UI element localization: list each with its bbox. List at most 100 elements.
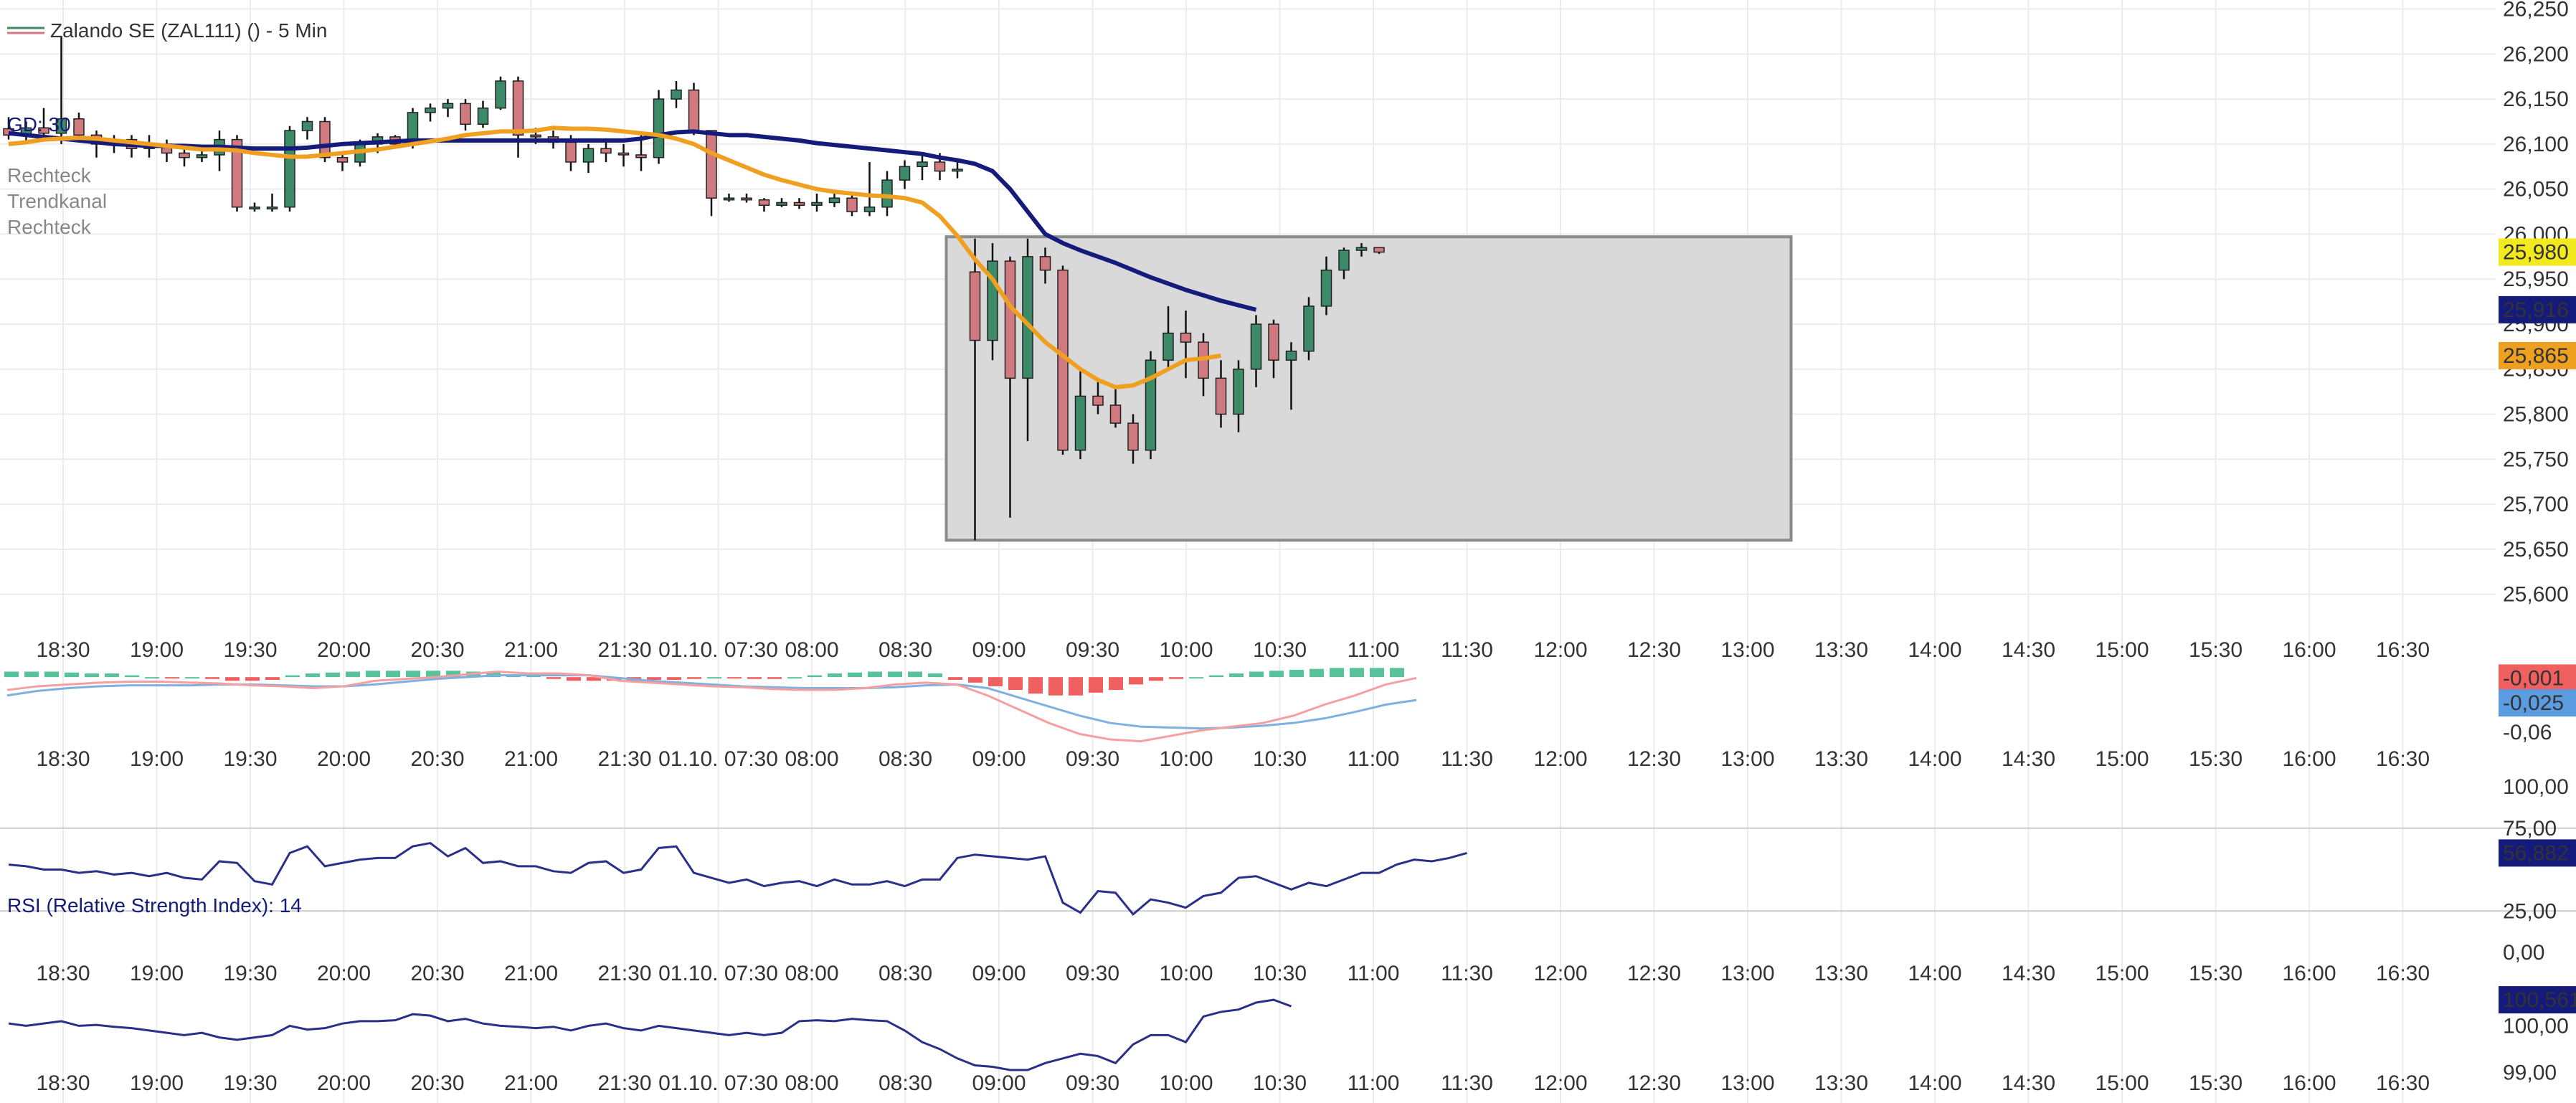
macd-bar	[1370, 668, 1384, 678]
macd-bar	[1149, 677, 1163, 681]
candle	[582, 143, 595, 174]
macd-bar	[285, 675, 300, 678]
candle-body	[1039, 256, 1051, 271]
ma-gd30-line	[8, 129, 1257, 312]
x-tick-label: 13:30	[1814, 1071, 1868, 1095]
x-tick-label: 19:30	[223, 1071, 277, 1095]
x-tick-label: 18:30	[36, 638, 90, 662]
rsi-label[interactable]: RSI (Relative Strength Index): 14	[7, 894, 302, 917]
candle-body	[1074, 395, 1086, 451]
indicator-rechteck-2[interactable]: Rechteck	[7, 216, 92, 238]
indicator-trendkanal[interactable]: Trendkanal	[7, 190, 107, 212]
rsi-y-tick: 75,00	[2503, 817, 2557, 841]
macd-bar	[165, 677, 179, 679]
candle-body	[477, 107, 489, 126]
x-tick-label: 10:30	[1253, 1071, 1307, 1095]
price-panel[interactable]	[3, 36, 1793, 542]
indicator-gd[interactable]: GD: 30	[7, 113, 71, 136]
x-tick-label: 01.10. 07:30	[658, 747, 778, 771]
signal-badge-text: -0,025	[2503, 691, 2564, 715]
candle-body	[179, 152, 190, 158]
price-badge-text: 25,916	[2503, 298, 2569, 322]
candle-body	[1180, 332, 1192, 343]
macd-bar	[85, 673, 99, 678]
macd-bar	[65, 672, 79, 678]
signal-badge: -0,025	[2499, 689, 2576, 717]
macd-bar	[948, 677, 962, 680]
x-tick-label: 19:00	[130, 638, 184, 662]
x-tick-label: 09:30	[1066, 962, 1119, 985]
macd-bar	[787, 677, 802, 679]
candle	[1215, 360, 1227, 428]
candle-body	[758, 199, 770, 206]
candle	[266, 193, 278, 212]
x-tick-label: 08:00	[785, 962, 838, 985]
candle	[741, 193, 752, 203]
candle-body	[863, 207, 876, 212]
x-tick-label: 13:30	[1814, 747, 1868, 771]
momentum-panel[interactable]	[8, 998, 1292, 1071]
candle	[1303, 297, 1315, 361]
macd-bar	[848, 672, 862, 678]
candle-body	[512, 80, 524, 136]
x-tick-label: 20:00	[317, 638, 371, 662]
x-tick-label: 15:00	[2095, 1071, 2149, 1095]
candle	[1162, 306, 1174, 369]
candle	[828, 193, 840, 207]
x-tick-label: 16:30	[2376, 1071, 2430, 1095]
macd-bar	[306, 673, 320, 678]
x-tick-label: 09:30	[1066, 747, 1119, 771]
candle-body	[301, 120, 313, 131]
indicator-rechteck-1[interactable]: Rechteck	[7, 164, 92, 186]
x-tick-label: 13:30	[1814, 962, 1868, 985]
macd-bar	[1229, 673, 1244, 678]
macd-bar	[1109, 677, 1123, 691]
macd-bar	[1028, 677, 1043, 694]
x-tick-label: 21:30	[597, 638, 651, 662]
candle	[460, 99, 471, 131]
price-badge-bg	[2499, 238, 2576, 266]
rsi-y-tick: 100,00	[2503, 775, 2569, 799]
macd-bar	[145, 677, 159, 679]
macd-line	[6, 670, 1417, 743]
candle	[1250, 315, 1262, 387]
x-tick-label: 11:00	[1348, 747, 1400, 771]
candle-body	[38, 127, 49, 134]
momentum-line	[8, 998, 1292, 1071]
x-tick-label: 19:00	[130, 1071, 184, 1095]
x-tick-label: 01.10. 07:30	[658, 1071, 778, 1095]
x-tick-label: 08:30	[879, 747, 932, 771]
candle-body	[917, 161, 928, 168]
x-tick-label: 15:00	[2095, 747, 2149, 771]
x-tick-label: 14:30	[2002, 747, 2055, 771]
x-tick-label: 19:00	[130, 747, 184, 771]
macd-panel[interactable]	[4, 668, 1417, 743]
macd-bar	[1069, 677, 1083, 696]
candle	[1109, 387, 1122, 428]
macd-bar	[1310, 668, 1324, 678]
candle-body	[319, 120, 331, 158]
candle-body	[706, 130, 717, 199]
candle	[952, 161, 963, 179]
x-tick-label: 10:30	[1253, 638, 1307, 662]
macd-bar	[1129, 677, 1143, 685]
rsi-panel[interactable]	[0, 827, 2576, 917]
candle-body	[1092, 395, 1104, 406]
candle-body	[336, 156, 349, 163]
x-tick-label: 21:30	[597, 747, 651, 771]
candle	[1233, 360, 1244, 432]
x-tick-label: 16:00	[2282, 747, 2336, 771]
x-tick-label: 15:30	[2189, 962, 2243, 985]
x-tick-label: 18:30	[36, 747, 90, 771]
x-tick-label: 10:00	[1159, 962, 1213, 985]
candle	[653, 90, 665, 164]
candle	[336, 153, 349, 171]
candle	[1355, 242, 1368, 257]
macd-bar	[446, 671, 460, 678]
rsi-line	[8, 841, 1467, 917]
macd-bar	[647, 677, 661, 680]
candle	[512, 76, 524, 158]
x-tick-label: 09:00	[972, 962, 1026, 985]
x-tick-label: 11:00	[1348, 638, 1400, 662]
